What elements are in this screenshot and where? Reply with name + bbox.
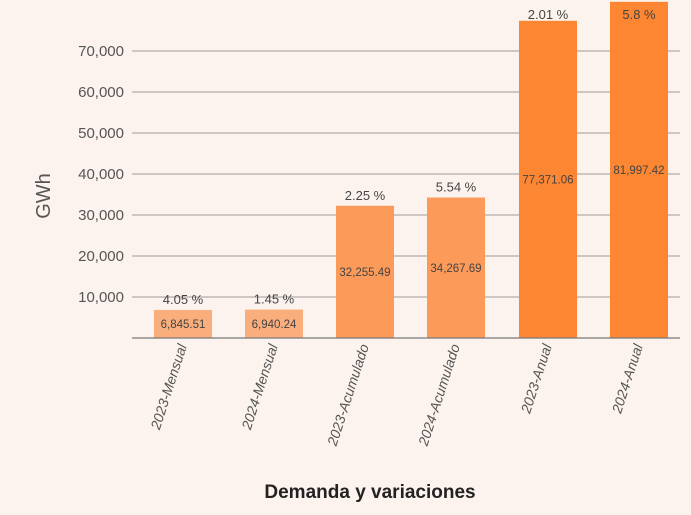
bar xyxy=(154,309,212,338)
y-tick-label: 30,000 xyxy=(78,207,124,224)
x-tick-label: 2023-Acumulado xyxy=(324,342,372,449)
variation-label: 5.8 % xyxy=(622,7,656,22)
bar-value-label: 34,267.69 xyxy=(430,263,481,275)
x-axis-categories: 2023-Mensual 2024-Mensual 2023-Acumulado 20… xyxy=(147,341,646,448)
y-tick-label: 60,000 xyxy=(78,84,124,101)
y-tick-label: 40,000 xyxy=(78,166,124,183)
bar-value-label: 32,255.49 xyxy=(339,267,390,279)
variation-label: 2.01 % xyxy=(528,7,569,22)
y-tick-label: 70,000 xyxy=(78,43,124,60)
data-labels: 6,845.51 4.05 % 6,940.24 1.45 % 32,255.49 2.2… xyxy=(161,7,665,331)
bar xyxy=(610,1,668,339)
bar xyxy=(519,20,577,338)
x-axis-title: Demanda y variaciones xyxy=(264,482,475,503)
bar-value-label: 6,845.51 xyxy=(161,319,206,331)
x-tick-label: 2024-Acumulado xyxy=(415,342,463,449)
variation-label: 1.45 % xyxy=(254,292,295,307)
x-tick-label: 2024-Mensual xyxy=(238,341,281,432)
variation-label: 4.05 % xyxy=(163,292,204,307)
bar-value-label: 6,940.24 xyxy=(252,319,297,331)
bar-value-label: 77,371.06 xyxy=(522,174,573,186)
bar-value-label: 81,997.42 xyxy=(613,165,664,177)
y-tick-label: 20,000 xyxy=(78,248,124,265)
y-axis-ticks: 10,000 20,000 30,000 40,000 50,000 60,000 70,0… xyxy=(78,43,124,306)
x-tick-label: 2023-Anual xyxy=(517,341,555,416)
variation-label: 2.25 % xyxy=(345,188,386,203)
bar xyxy=(336,205,394,338)
x-tick-label: 2024-Anual xyxy=(608,341,646,416)
gridlines xyxy=(132,50,680,298)
y-tick-label: 10,000 xyxy=(78,289,124,306)
bar xyxy=(427,197,485,338)
y-tick-label: 50,000 xyxy=(78,125,124,142)
variation-label: 5.54 % xyxy=(436,180,477,195)
y-axis-title: GWh xyxy=(33,173,55,219)
x-tick-label: 2023-Mensual xyxy=(147,341,190,432)
bar xyxy=(245,309,303,338)
bars xyxy=(154,1,668,339)
